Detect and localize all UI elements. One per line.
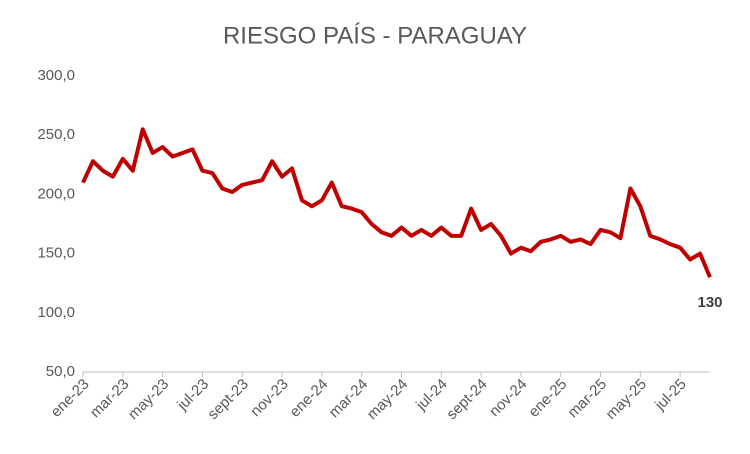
y-tick-label: 100,0 bbox=[37, 304, 75, 321]
x-tick-label: ene-25 bbox=[525, 376, 570, 421]
x-tick-label: may-23 bbox=[125, 376, 172, 423]
line-series bbox=[81, 127, 712, 279]
x-tick-label: mar-23 bbox=[87, 376, 133, 422]
y-tick-label: 200,0 bbox=[37, 185, 75, 202]
y-tick-label: 50,0 bbox=[46, 363, 75, 380]
x-tick-label: nov-24 bbox=[486, 376, 530, 420]
chart-title: RIESGO PAÍS - PARAGUAY bbox=[223, 22, 527, 49]
data-label: 130 bbox=[697, 294, 722, 311]
x-tick-label: ene-23 bbox=[48, 376, 93, 421]
y-tick-label: 250,0 bbox=[37, 126, 75, 143]
x-tick-label: may-24 bbox=[364, 376, 411, 423]
x-tick-label: nov-23 bbox=[247, 376, 291, 420]
y-tick-label: 300,0 bbox=[37, 67, 75, 84]
x-tick-label: mar-24 bbox=[326, 376, 372, 422]
x-tick-label: sept-23 bbox=[204, 376, 251, 423]
x-tick-label: mar-25 bbox=[565, 376, 611, 422]
x-tick-label: sept-24 bbox=[443, 376, 490, 423]
y-tick-label: 150,0 bbox=[37, 245, 75, 262]
x-tick-label: jul-25 bbox=[651, 376, 690, 415]
x-tick-label: ene-24 bbox=[286, 376, 331, 421]
x-tick-label: may-25 bbox=[603, 376, 650, 423]
